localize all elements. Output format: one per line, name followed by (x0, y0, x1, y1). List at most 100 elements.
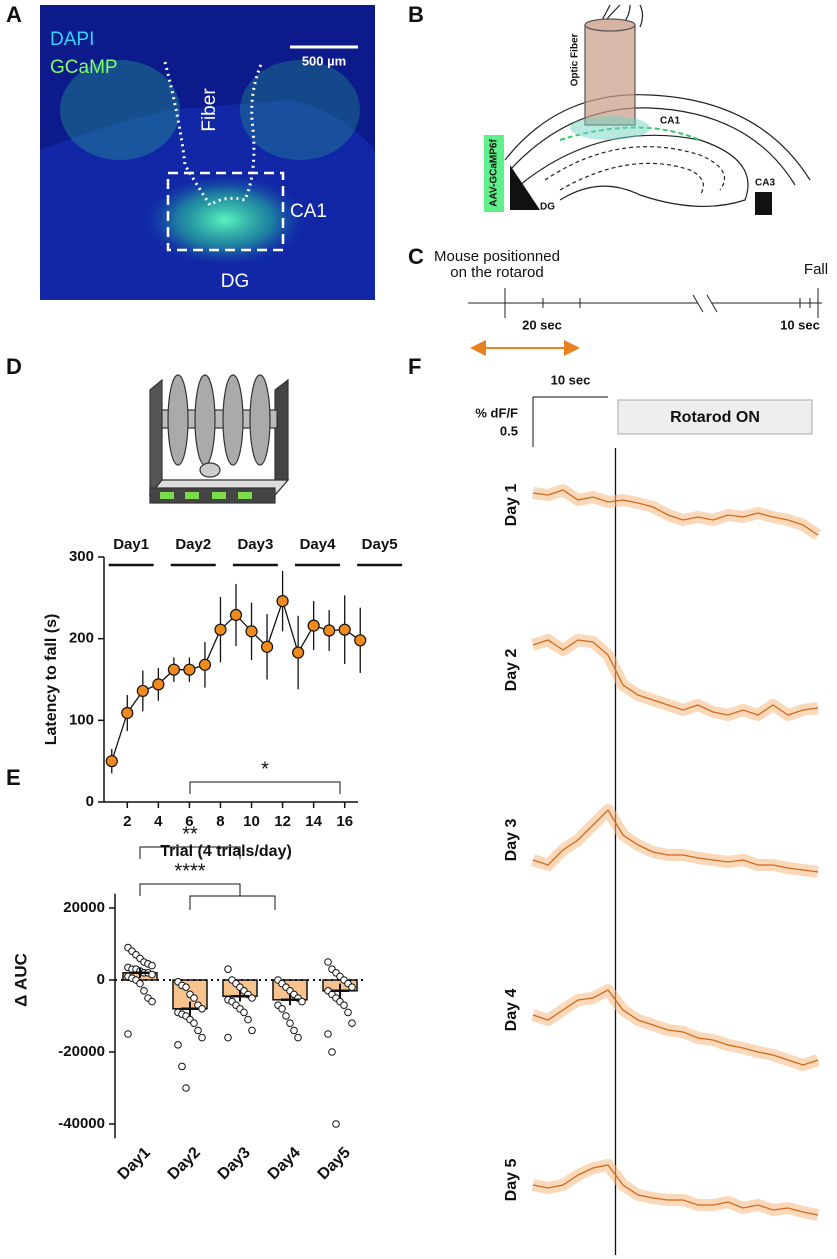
x-tick-label: 16 (336, 813, 353, 830)
y-tick-label: 300 (69, 548, 94, 565)
data-point (278, 1005, 286, 1013)
day-label: Day4 (300, 536, 337, 553)
x-tick-label: 6 (185, 813, 193, 830)
trace-band (531, 634, 819, 721)
data-point (260, 640, 274, 653)
data-point (344, 1008, 352, 1017)
stain-label: DAPI (50, 29, 94, 50)
data-point (276, 594, 289, 608)
trace (532, 489, 819, 536)
data-point (105, 755, 118, 768)
data-point (348, 983, 356, 992)
row-label: Day 4 (503, 989, 520, 1032)
rotarod-illustration (148, 374, 290, 504)
x-tick-label: 12 (274, 813, 291, 830)
region-label: Fiber (199, 88, 220, 132)
panel-label: E (6, 765, 21, 790)
timeline-label: Fall (804, 261, 828, 278)
data-point (354, 634, 367, 647)
data-point (148, 961, 156, 970)
data-point (328, 1048, 336, 1056)
trace-band (532, 484, 822, 540)
data-point (298, 997, 306, 1006)
data-point (198, 658, 212, 671)
data-point (323, 624, 336, 637)
diagram-label: CA3 (755, 178, 775, 189)
trace (532, 808, 819, 873)
x-tick-label: Day4 (265, 1144, 304, 1183)
implant-diagram (484, 4, 811, 215)
x-tick-label: 4 (154, 813, 163, 830)
data-point (224, 1033, 232, 1042)
scale-bar-unit: % dF/F (475, 405, 518, 420)
diagram-label: AAV-GCaMP6f (489, 139, 500, 207)
x-tick-label: Day2 (165, 1144, 204, 1183)
data-point (140, 987, 148, 995)
trace-band (531, 1159, 820, 1221)
panel-label: F (408, 354, 421, 379)
data-point (290, 1026, 298, 1035)
row-label: Day 1 (503, 484, 520, 527)
timeline-label: 20 sec (522, 317, 562, 332)
y-axis-label: Δ AUC (11, 953, 30, 1007)
data-point (124, 1030, 132, 1038)
x-tick-label: 2 (123, 813, 131, 830)
data-point (240, 1008, 248, 1017)
data-point (340, 1001, 348, 1010)
data-point (167, 663, 180, 676)
trace (532, 639, 819, 716)
data-point (182, 1084, 190, 1092)
x-tick-label: 10 (243, 813, 260, 830)
data-point (178, 1062, 186, 1071)
scale-bar-label: 0.5 (500, 423, 518, 438)
row-label: Day 5 (503, 1159, 520, 1202)
panel-label: A (6, 2, 22, 27)
diagram-label: DG (540, 202, 555, 213)
y-tick-label: 200 (69, 630, 94, 647)
significance-bracket (139, 883, 241, 896)
x-tick-label: 14 (305, 813, 322, 830)
row-label: Day 2 (503, 649, 520, 692)
data-point (282, 1012, 290, 1020)
data-point (198, 1005, 206, 1013)
y-tick-label: -20000 (58, 1043, 105, 1060)
data-point (324, 1030, 332, 1038)
annotation: Rotarod ON (670, 409, 760, 426)
x-axis-label: Trial (4 trials/day) (160, 843, 292, 860)
timeline-label: on the rotarod (450, 264, 543, 281)
x-tick-label: 8 (216, 813, 224, 830)
row-label: Day 3 (503, 819, 520, 862)
data-point (148, 970, 156, 979)
significance-label: ** (182, 823, 198, 845)
scale-bar-label: 500 µm (302, 53, 346, 68)
significance-label: **** (174, 860, 205, 882)
diagram-label: Optic Fiber (570, 34, 581, 87)
trace (532, 989, 819, 1066)
data-point (307, 619, 320, 632)
x-tick-label: Day5 (315, 1144, 354, 1183)
data-point (183, 663, 196, 676)
data-point (190, 994, 198, 1002)
micrograph (40, 5, 375, 300)
stain-label: GCaMP (50, 57, 118, 78)
day-label: Day2 (175, 536, 211, 553)
significance-bracket (189, 781, 341, 794)
annotation-box (617, 399, 813, 435)
timeline (468, 288, 822, 356)
day-label: Day3 (237, 536, 273, 553)
panel-label: D (6, 354, 22, 379)
region-label: DG (221, 271, 250, 292)
data-point (348, 1019, 356, 1028)
data-point (198, 1033, 206, 1042)
y-axis-label: Latency to fall (s) (43, 614, 60, 746)
diagram-label: CA1 (660, 116, 680, 127)
trace (532, 1164, 819, 1216)
significance-bracket (189, 895, 276, 910)
data-point (174, 1041, 182, 1049)
timeline-label: 10 sec (780, 317, 820, 332)
data-point (294, 1033, 302, 1042)
y-tick-label: 100 (69, 711, 94, 728)
data-point (152, 678, 165, 691)
scale-bar-label: 10 sec (551, 372, 591, 387)
